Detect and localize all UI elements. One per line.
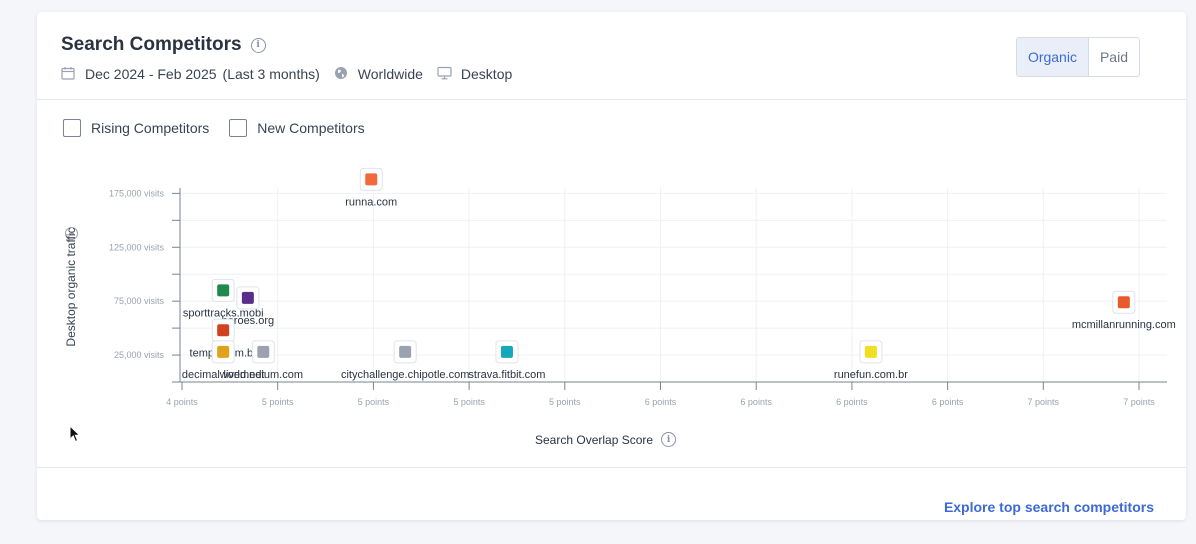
date-note: (Last 3 months) [222, 66, 320, 82]
meta-row: Dec 2024 - Feb 2025 (Last 3 months) Worl… [61, 66, 512, 82]
info-icon[interactable]: i [250, 37, 266, 53]
explore-competitors-link[interactable]: Explore top search competitors [943, 499, 1154, 515]
x-tick-label: 7 points [1028, 397, 1060, 407]
data-point-mark[interactable] [1117, 296, 1130, 309]
y-tick-label: 125,000 visits [109, 242, 165, 252]
x-tick-label: 7 points [1123, 397, 1155, 407]
checkbox-box[interactable] [63, 119, 81, 137]
data-point-mark[interactable] [257, 345, 270, 358]
x-tick-label: 5 points [262, 397, 294, 407]
x-tick-label: 6 points [836, 397, 868, 407]
data-point-label: mcmillanrunning.com [1072, 319, 1176, 331]
calendar-icon [61, 66, 77, 82]
new-competitors-checkbox[interactable]: New Competitors [229, 119, 365, 137]
x-tick-label: 5 points [453, 397, 485, 407]
title-row: Search Competitors i [61, 34, 266, 56]
region-label: Worldwide [357, 66, 423, 82]
mouse-cursor-icon [69, 425, 81, 443]
data-point-mark[interactable] [217, 284, 230, 297]
data-point-label: sporttracks.mobi [183, 307, 264, 319]
footer-divider [37, 467, 1186, 468]
data-point-label: runna.com [345, 196, 397, 208]
filter-checkboxes: Rising Competitors New Competitors [63, 119, 385, 137]
search-competitors-card: Search Competitors i Dec 2024 - Feb 2025… [37, 12, 1186, 520]
organic-paid-toggle: Organic Paid [1015, 37, 1140, 77]
rising-competitors-label: Rising Competitors [91, 120, 210, 136]
data-point-label: livemedium.com [224, 369, 303, 381]
y-tick-label: 175,000 visits [109, 188, 165, 198]
new-competitors-label: New Competitors [257, 120, 365, 136]
x-tick-label: 5 points [358, 397, 390, 407]
x-tick-label: 6 points [645, 397, 677, 407]
data-point-mark[interactable] [500, 345, 513, 358]
data-point-mark[interactable] [399, 345, 412, 358]
paid-toggle-button[interactable]: Paid [1099, 49, 1128, 65]
card-title: Search Competitors [61, 34, 242, 55]
data-point-label: heroes.org [222, 315, 275, 327]
y-tick-label: 25,000 visits [114, 350, 165, 360]
organic-toggle-button[interactable]: Organic [1016, 38, 1089, 76]
date-range: Dec 2024 - Feb 2025 [85, 66, 217, 82]
info-icon[interactable]: i [661, 432, 677, 447]
globe-icon [334, 66, 350, 82]
data-point-mark[interactable] [864, 345, 877, 358]
device-label: Desktop [460, 66, 513, 82]
data-point-label: runefun.com.br [834, 369, 908, 381]
x-tick-label: 6 points [932, 397, 964, 407]
data-point-mark[interactable] [365, 173, 378, 186]
x-tick-label: 4 points [166, 397, 198, 407]
data-point-mark[interactable] [241, 291, 254, 304]
monitor-icon [437, 66, 453, 82]
rising-competitors-checkbox[interactable]: Rising Competitors [63, 119, 209, 137]
x-axis-label: Search Overlap Score [535, 432, 654, 447]
data-point-label: decimalworld.net [182, 369, 265, 381]
data-point-label: strava.fitbit.com [468, 369, 545, 381]
data-point-mark[interactable] [217, 345, 230, 358]
collapse-axis-icon[interactable] [65, 227, 78, 240]
x-tick-label: 5 points [549, 397, 581, 407]
x-axis-label-row: Search Overlap Score i [535, 432, 677, 447]
y-tick-label: 75,000 visits [114, 296, 165, 306]
data-point-mark[interactable] [217, 324, 230, 337]
data-point-label: citychallenge.chipotle.com [341, 369, 469, 381]
x-tick-label: 6 points [740, 397, 772, 407]
checkbox-box[interactable] [229, 119, 248, 137]
header-divider [37, 99, 1186, 100]
